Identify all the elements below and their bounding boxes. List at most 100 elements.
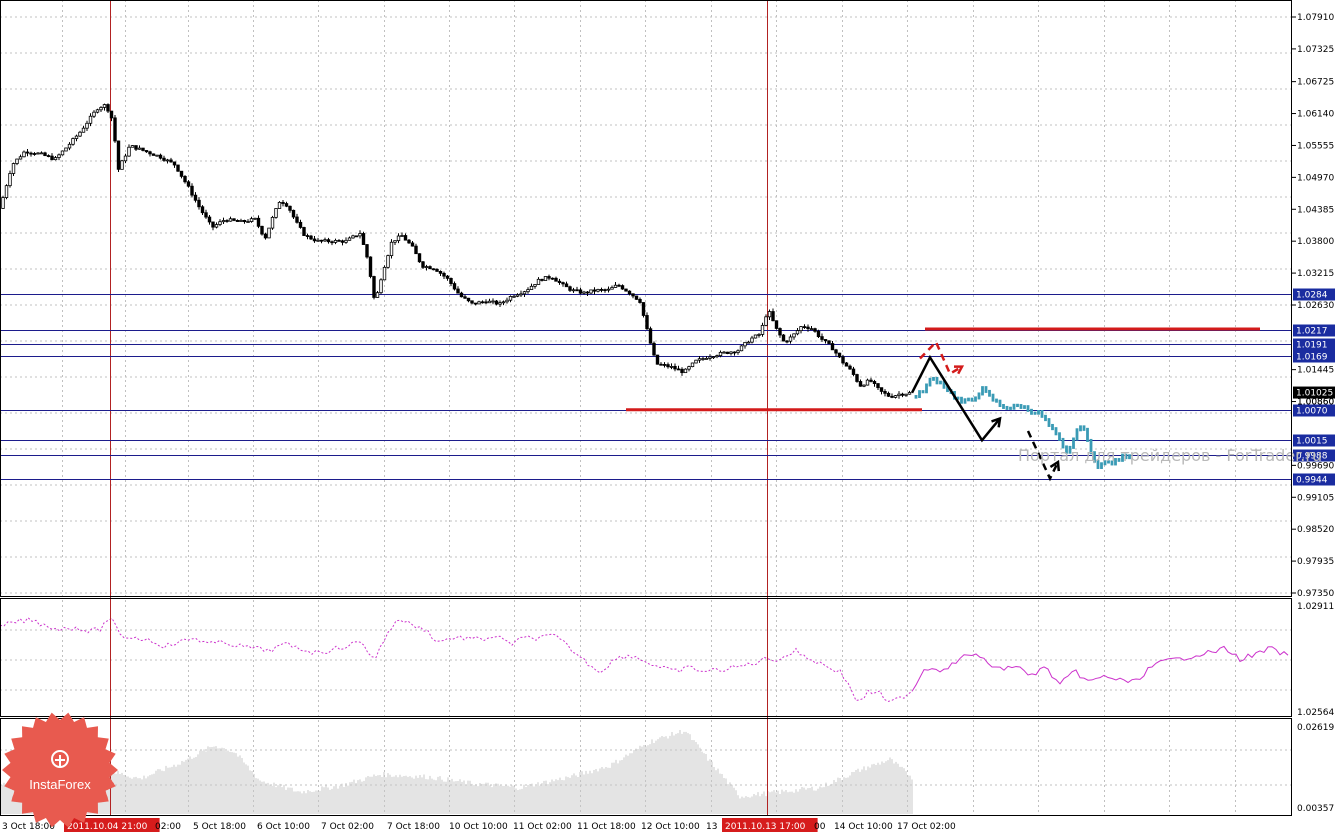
candle-body: [431, 268, 436, 271]
forecast-candle: [914, 395, 918, 399]
oscillator-panel-frame: [0, 598, 1292, 717]
candle-body: [414, 245, 418, 255]
candle-body: [508, 296, 513, 301]
candle-body: [827, 340, 831, 344]
forecast-candle: [1012, 403, 1016, 410]
candle-body: [778, 328, 782, 336]
candle-body: [855, 374, 859, 382]
forecast-candle: [1124, 453, 1128, 460]
forecast-candle: [1058, 432, 1061, 441]
candle-body: [319, 239, 324, 242]
watermark: Портал для трейдеров - ForTrader.ru: [1018, 446, 1322, 465]
time-label: 14 Oct 10:00: [834, 822, 893, 832]
time-label: 02:00: [155, 822, 181, 832]
candle-body: [760, 324, 765, 335]
candle-body: [365, 244, 369, 258]
candle-body: [613, 284, 618, 288]
candle-body: [438, 271, 443, 274]
price-tick-label: 1.02630: [1297, 301, 1334, 311]
candle-body: [494, 300, 499, 305]
candle-body: [603, 289, 607, 292]
candle-body: [638, 298, 642, 303]
candle-body: [596, 289, 600, 292]
candle-body: [445, 275, 450, 279]
candle-body: [725, 351, 730, 354]
candle-body: [190, 185, 194, 196]
candle-body: [858, 381, 863, 387]
time-label: 17 Oct 02:00: [897, 822, 956, 832]
candle-body: [449, 277, 453, 284]
black-arrow-path: [1026, 430, 1060, 482]
price-tick-label: 0.97935: [1297, 557, 1334, 567]
candle-body: [904, 393, 908, 396]
forecast-candle: [991, 393, 995, 402]
forecast-candle: [1009, 406, 1012, 410]
forecast-candle: [1019, 404, 1023, 409]
candle-body: [673, 365, 677, 370]
candle-body: [757, 334, 761, 336]
candle-body: [564, 283, 569, 288]
candle-body: [424, 266, 429, 268]
candle-body: [715, 355, 719, 358]
candle-body: [746, 341, 751, 344]
candle-body: [127, 146, 131, 157]
grid: [0, 0, 1292, 816]
forecast-candle: [1082, 425, 1086, 431]
candle-body: [872, 381, 877, 384]
candle-body: [883, 391, 887, 394]
candle-body: [407, 239, 411, 244]
candle-body: [144, 150, 149, 153]
forecast-candle: [1016, 403, 1019, 408]
time-label: 00: [814, 822, 826, 832]
candle-body: [211, 221, 215, 228]
candle-body: [270, 216, 275, 229]
candle-body: [848, 365, 852, 370]
candle-body: [722, 351, 726, 354]
forecast-candle: [1100, 462, 1103, 469]
candle-body: [410, 242, 415, 247]
candle-body: [193, 194, 198, 201]
candle-body: [484, 301, 488, 304]
candle-body: [46, 155, 51, 157]
candle-body: [337, 239, 341, 242]
time-label: 10 Oct 10:00: [449, 822, 508, 832]
candle-body: [417, 253, 422, 263]
candle-body: [162, 157, 166, 161]
level-tag: [1293, 473, 1335, 486]
candle-body: [491, 300, 495, 303]
candle-body: [298, 221, 303, 228]
candle-body: [533, 284, 537, 287]
forecast-candle: [1047, 418, 1051, 427]
time-label: 11 Oct 18:00: [577, 822, 636, 832]
forecast-candle: [960, 396, 963, 404]
main-panel-frame: [0, 0, 1292, 597]
candle-body: [697, 358, 702, 361]
forecast-candle: [1005, 405, 1009, 410]
candle-body: [358, 233, 362, 237]
candle-body: [624, 288, 628, 292]
forecast-candle: [1079, 425, 1082, 432]
candle-body: [176, 164, 180, 172]
candle-body: [151, 153, 156, 156]
candle-body: [74, 135, 79, 139]
logo-emblem-ring: [51, 750, 69, 768]
forecast-candle: [963, 398, 967, 404]
price-tick-label: 0.97350: [1297, 589, 1334, 599]
candle-body: [53, 157, 58, 161]
oscillator-history-line: [0, 616, 913, 703]
candle-body: [141, 147, 145, 151]
candle-body: [781, 334, 786, 342]
candle-body: [400, 235, 404, 237]
candle-body: [526, 289, 530, 293]
candle-body: [95, 109, 100, 113]
candle-body: [29, 152, 33, 155]
candle-body: [253, 217, 257, 220]
forecast-candle: [1044, 414, 1047, 422]
forecast-candle: [956, 396, 960, 400]
level-tag: [1293, 404, 1335, 417]
oscillator-forecast-line: [911, 645, 1289, 692]
candle-body: [323, 239, 327, 242]
candle-body: [764, 316, 768, 326]
candle-body: [221, 220, 226, 223]
